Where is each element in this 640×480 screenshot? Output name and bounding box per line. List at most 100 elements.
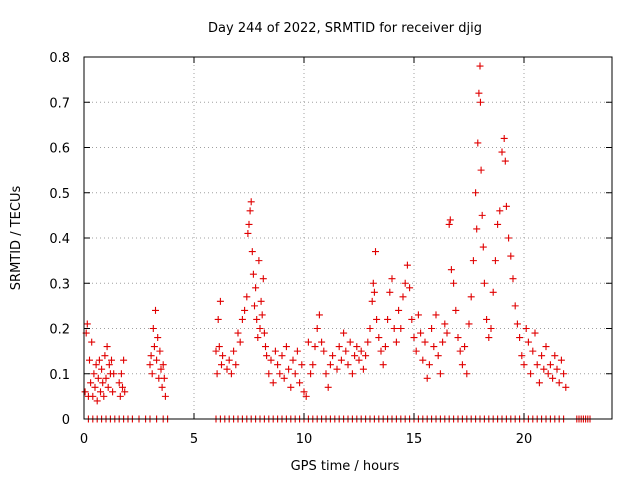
data-point: [366, 325, 374, 332]
data-point: [538, 352, 546, 360]
y-tick-label: 0.7: [49, 96, 70, 111]
data-point: [469, 257, 477, 265]
data-point: [348, 370, 356, 378]
data-point: [300, 388, 308, 396]
data-point: [307, 370, 315, 378]
data-point: [344, 361, 352, 369]
data-point: [214, 315, 222, 323]
data-point: [153, 356, 161, 364]
data-point: [421, 338, 429, 346]
data-point: [243, 293, 251, 301]
data-point: [542, 343, 550, 351]
chart-title: Day 244 of 2022, SRMTID for receiver dji…: [208, 21, 482, 36]
data-point: [260, 329, 268, 337]
data-point: [388, 275, 396, 283]
data-point: [450, 279, 458, 287]
data-point: [529, 347, 537, 355]
data-point: [340, 329, 348, 337]
data-point: [238, 315, 246, 323]
data-point: [501, 157, 509, 165]
data-point: [474, 139, 482, 147]
data-point: [88, 338, 96, 346]
data-point: [227, 370, 235, 378]
data-point: [458, 361, 466, 369]
data-point: [368, 297, 376, 305]
data-point: [120, 356, 128, 364]
data-point: [480, 279, 488, 287]
data-point: [562, 383, 570, 391]
data-point: [434, 352, 442, 360]
data-point: [269, 379, 277, 387]
data-point: [251, 302, 258, 310]
data-point: [443, 329, 451, 337]
data-point: [156, 347, 164, 355]
data-point: [372, 248, 379, 256]
data-point: [218, 361, 225, 369]
data-point: [417, 329, 425, 337]
data-point: [342, 347, 350, 355]
data-point: [502, 202, 510, 210]
data-point: [87, 379, 95, 387]
data-point: [154, 334, 162, 342]
y-tick-label: 0: [62, 413, 70, 428]
data-point: [423, 374, 431, 382]
data-point: [121, 388, 129, 396]
data-point: [369, 279, 377, 287]
x-tick-label: 0: [80, 432, 88, 447]
data-point: [157, 365, 165, 373]
x-tick-label: 15: [406, 432, 423, 447]
data-point: [412, 347, 420, 355]
data-point: [246, 207, 254, 215]
data-point: [95, 356, 103, 364]
data-point: [375, 334, 383, 342]
data-point: [103, 343, 111, 351]
data-point: [364, 338, 372, 346]
data-point: [549, 374, 557, 382]
y-tick-label: 0.1: [49, 368, 70, 383]
data-point: [511, 302, 519, 310]
data-point: [119, 383, 126, 391]
data-point: [97, 388, 104, 396]
data-point: [324, 383, 332, 391]
data-point: [553, 365, 561, 373]
data-point: [282, 343, 290, 351]
data-point: [414, 311, 422, 319]
data-point: [152, 306, 159, 314]
data-point: [100, 392, 108, 400]
data-point: [333, 365, 341, 373]
data-point: [496, 207, 504, 215]
data-point: [386, 288, 394, 296]
y-tick-labels: 0 0.1 0.2 0.3 0.4 0.5 0.6 0.7 0.8: [49, 51, 70, 428]
data-point: [302, 392, 310, 400]
data-point: [329, 352, 337, 360]
data-points: [81, 62, 594, 423]
data-point: [104, 383, 112, 391]
data-point: [252, 284, 260, 292]
data-point: [234, 329, 242, 337]
data-point: [276, 370, 284, 378]
data-point: [159, 361, 167, 369]
data-point: [160, 374, 168, 382]
data-point: [399, 293, 407, 301]
data-point: [215, 343, 223, 351]
data-point: [89, 392, 97, 400]
data-point: [116, 392, 124, 400]
data-point: [254, 334, 262, 342]
data-point: [441, 320, 449, 328]
data-point: [357, 347, 365, 355]
data-point: [533, 361, 541, 369]
data-point: [91, 383, 99, 391]
data-point: [524, 338, 532, 346]
data-point: [425, 361, 433, 369]
data-point: [280, 374, 288, 382]
x-axis-label: GPS time / hours: [291, 459, 400, 474]
data-point: [446, 216, 454, 224]
data-point: [326, 361, 334, 369]
data-point: [489, 288, 497, 296]
x-tick-label: 10: [296, 432, 313, 447]
data-point: [298, 361, 306, 369]
data-point: [527, 370, 535, 378]
data-point: [546, 361, 554, 369]
data-point: [513, 320, 521, 328]
data-point: [309, 361, 317, 369]
